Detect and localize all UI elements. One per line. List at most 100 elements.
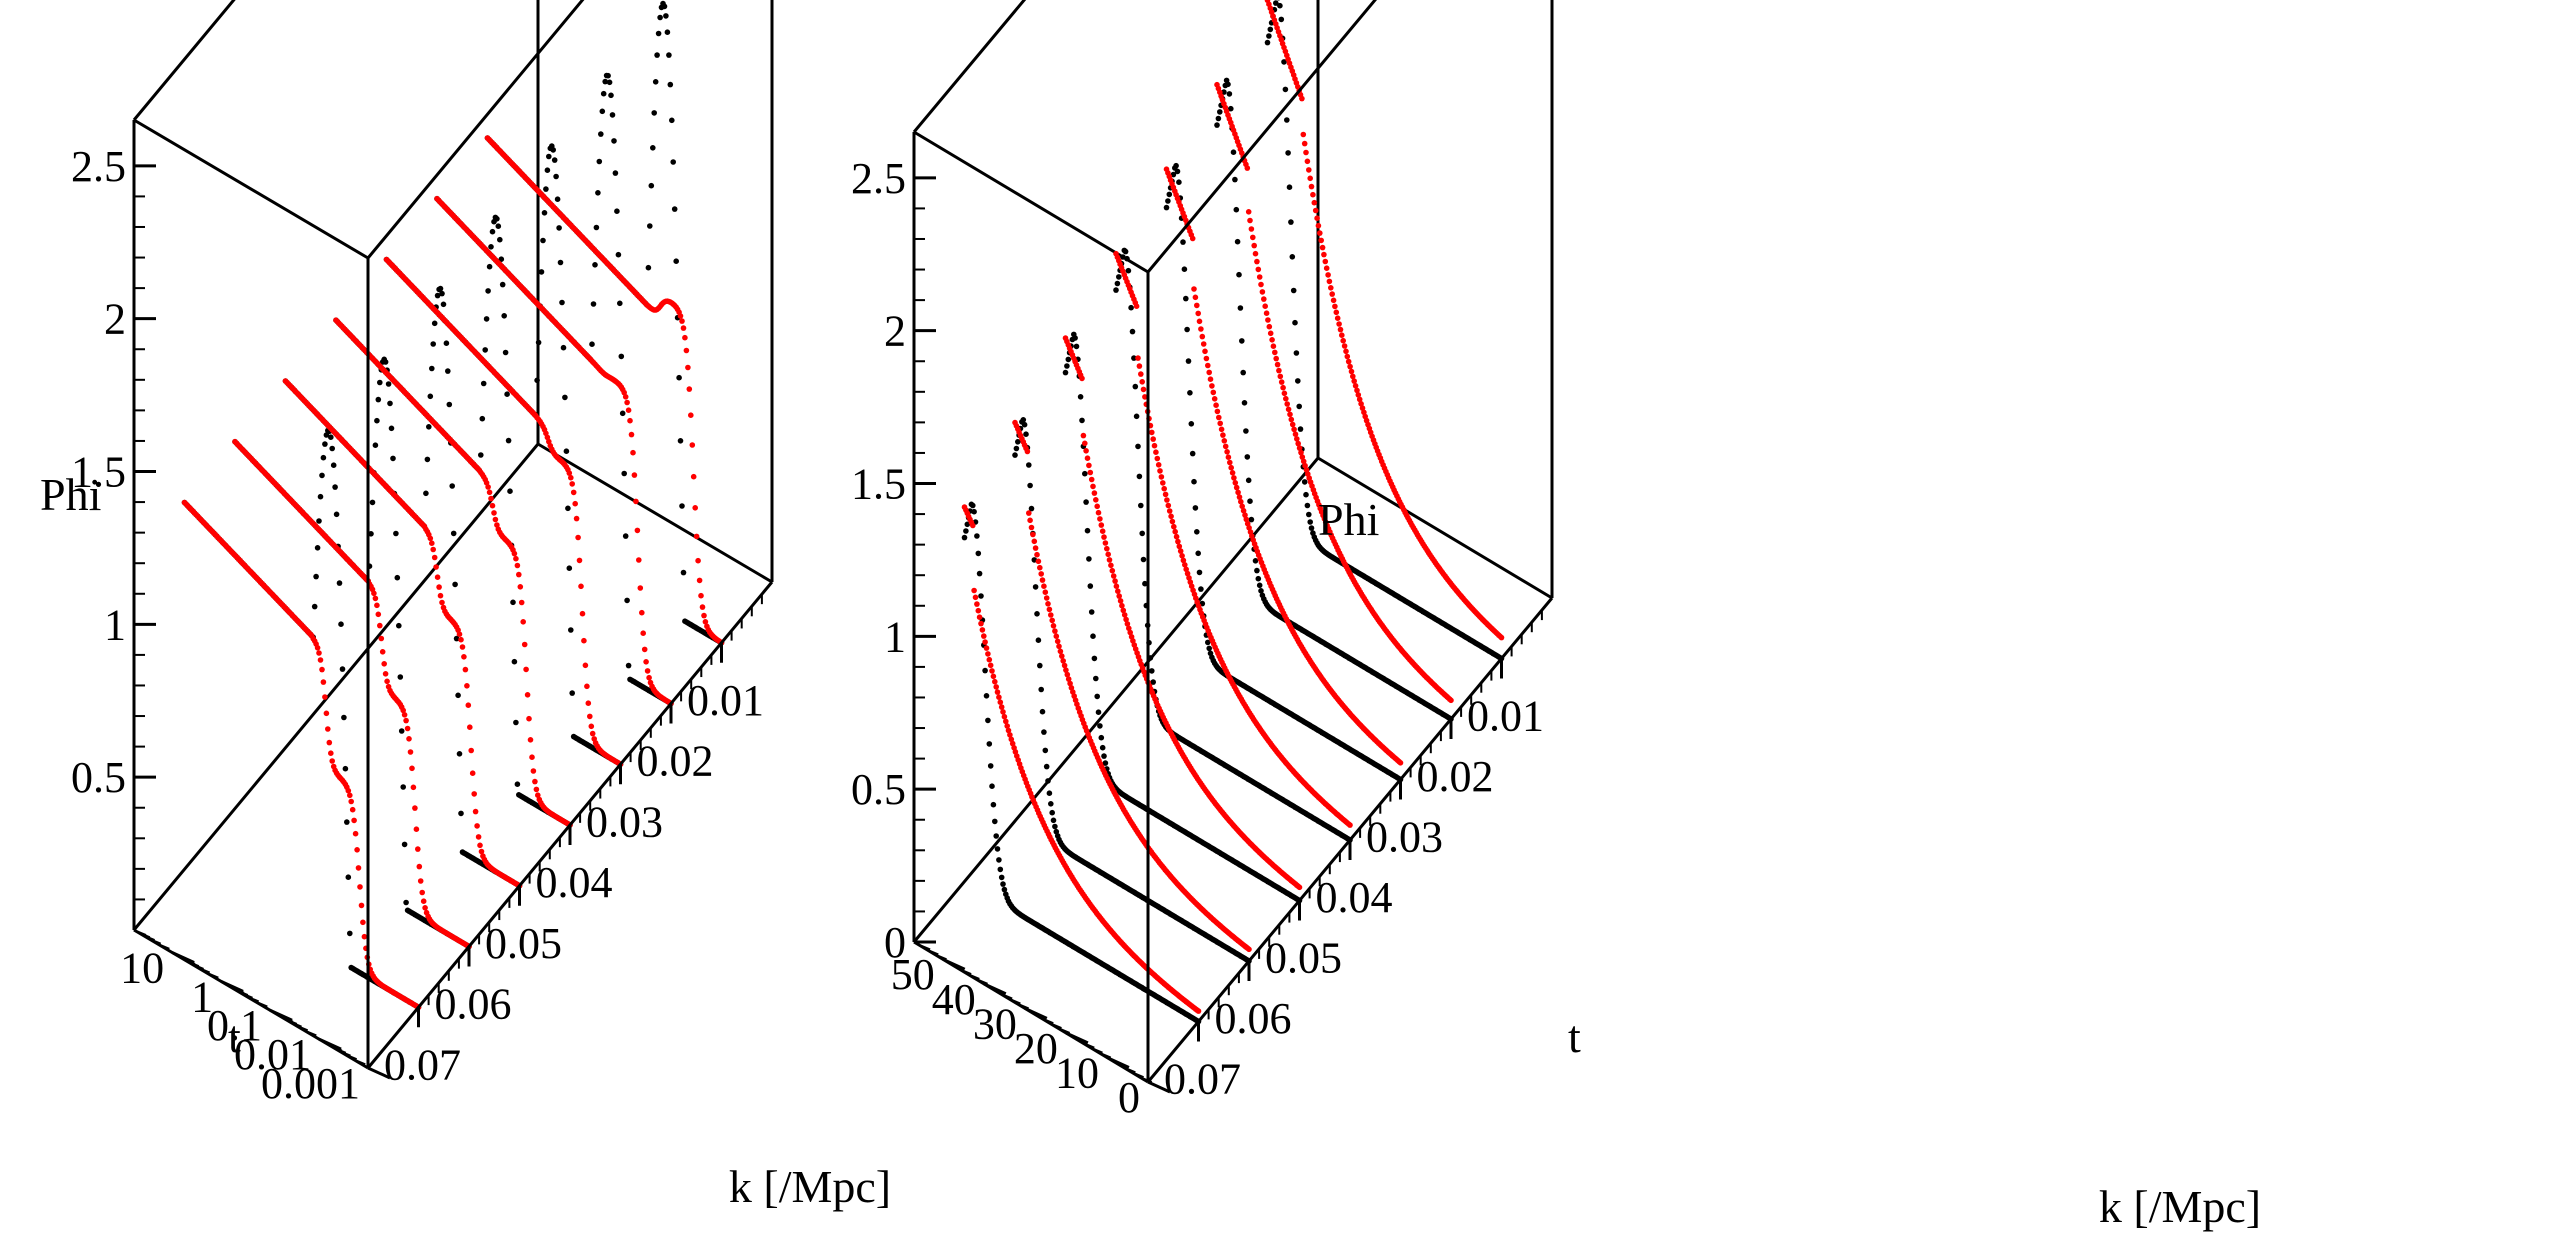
left-black-point	[398, 728, 405, 734]
right-t-tick-label: 10	[1055, 1048, 1099, 1097]
left-black-point	[483, 316, 490, 322]
right-black-point	[1285, 150, 1291, 156]
right-red-point	[1448, 697, 1454, 704]
left-black-point	[328, 434, 334, 441]
right-red-point	[992, 678, 998, 685]
right-black-point	[1023, 431, 1029, 438]
right-red-point	[1207, 376, 1214, 383]
right-black-point	[1290, 287, 1297, 294]
right-black-point	[1079, 417, 1085, 424]
left-black-point	[497, 236, 503, 243]
right-red-point	[1166, 508, 1173, 514]
left-black-point	[339, 666, 346, 672]
left-black-point	[453, 635, 460, 642]
right-red-point	[1220, 432, 1226, 438]
right-black-point	[1174, 168, 1181, 175]
right-red-point	[1048, 612, 1054, 618]
left-black-point	[330, 462, 337, 469]
left-black-point	[560, 344, 567, 351]
left-black-point	[482, 347, 489, 353]
right-black-point	[976, 570, 983, 577]
right-red-point	[1054, 638, 1061, 645]
right-red-point	[1345, 358, 1352, 365]
right-black-point	[1136, 473, 1143, 480]
right-red-point	[1288, 416, 1295, 423]
right-red-point	[1093, 497, 1099, 503]
right-red-point	[1101, 534, 1107, 540]
right-black-point	[1049, 809, 1055, 816]
right-red-point	[1112, 578, 1118, 584]
right-red-point	[1256, 274, 1263, 280]
right-red-point	[1038, 571, 1044, 577]
right-red-point	[979, 627, 986, 633]
right-black-point	[983, 693, 990, 699]
right-black-point	[970, 502, 976, 509]
right-red-point	[1198, 326, 1204, 332]
right-red-point	[1088, 476, 1095, 483]
right-k-axis-title: k [/Mpc]	[2099, 1181, 2261, 1232]
left-black-point	[479, 415, 486, 422]
right-black-point	[1094, 693, 1100, 700]
left-edge-right-bottom	[537, 442, 773, 584]
left-black-point	[374, 417, 380, 424]
left-black-point	[344, 819, 350, 825]
right-red-point	[1205, 362, 1211, 369]
right-red-point	[1301, 140, 1308, 147]
left-black-point	[449, 483, 456, 489]
left-black-point	[538, 269, 545, 275]
right-black-point	[1176, 179, 1182, 185]
left-black-point	[495, 223, 502, 229]
right-black-point	[1041, 729, 1047, 735]
right-black-point	[982, 667, 988, 674]
right-red-point	[1265, 317, 1271, 323]
right-black-point	[998, 874, 1005, 881]
right-red-point	[1277, 373, 1284, 380]
right-red-point	[1322, 258, 1329, 265]
left-black-point	[498, 256, 505, 263]
right-black-point	[986, 741, 993, 747]
right-red-point	[1328, 285, 1334, 291]
right-black-point	[1088, 609, 1095, 615]
right-black-point	[1095, 709, 1102, 715]
right-black-point	[1114, 280, 1121, 287]
right-red-point	[1039, 577, 1046, 583]
right-black-point	[1180, 239, 1186, 245]
right-red-point	[1258, 281, 1264, 288]
right-black-point	[992, 818, 998, 825]
right-red-point	[1344, 353, 1351, 360]
left-black-point	[338, 621, 344, 627]
right-red-point	[1330, 297, 1337, 304]
right-red-point	[1037, 564, 1043, 571]
right-red-point	[1116, 593, 1122, 599]
left-black-point	[485, 288, 491, 294]
right-red-point	[1332, 303, 1338, 310]
right-black-point	[1048, 801, 1054, 807]
left-black-point	[514, 781, 521, 787]
left-black-point	[486, 263, 493, 270]
right-black-point	[1192, 505, 1199, 511]
right-black-point	[1166, 191, 1173, 198]
right-red-point	[975, 607, 982, 614]
right-red-point	[1251, 242, 1257, 249]
right-red-point	[1209, 383, 1215, 389]
right-red-point	[1117, 598, 1124, 604]
right-black-point	[1292, 319, 1298, 326]
right-red-point	[1248, 226, 1255, 232]
right-black-point	[1307, 519, 1313, 525]
right-black-point	[985, 717, 991, 724]
right-red-point	[974, 601, 980, 607]
right-black-point	[1062, 369, 1069, 376]
right-black-point	[1226, 91, 1233, 97]
left-black-point	[387, 400, 393, 407]
right-red-point	[1267, 330, 1274, 337]
right-black-point	[1101, 753, 1107, 759]
right-red-point	[1291, 426, 1297, 433]
left-black-point	[427, 393, 434, 400]
left-black-point	[320, 454, 327, 461]
right-red-point	[1106, 557, 1113, 563]
right-red-point	[1321, 251, 1327, 258]
right-black-point	[1189, 450, 1196, 457]
right-black-point	[1098, 734, 1105, 741]
left-black-point	[369, 499, 376, 506]
right-red-point	[1340, 337, 1346, 344]
